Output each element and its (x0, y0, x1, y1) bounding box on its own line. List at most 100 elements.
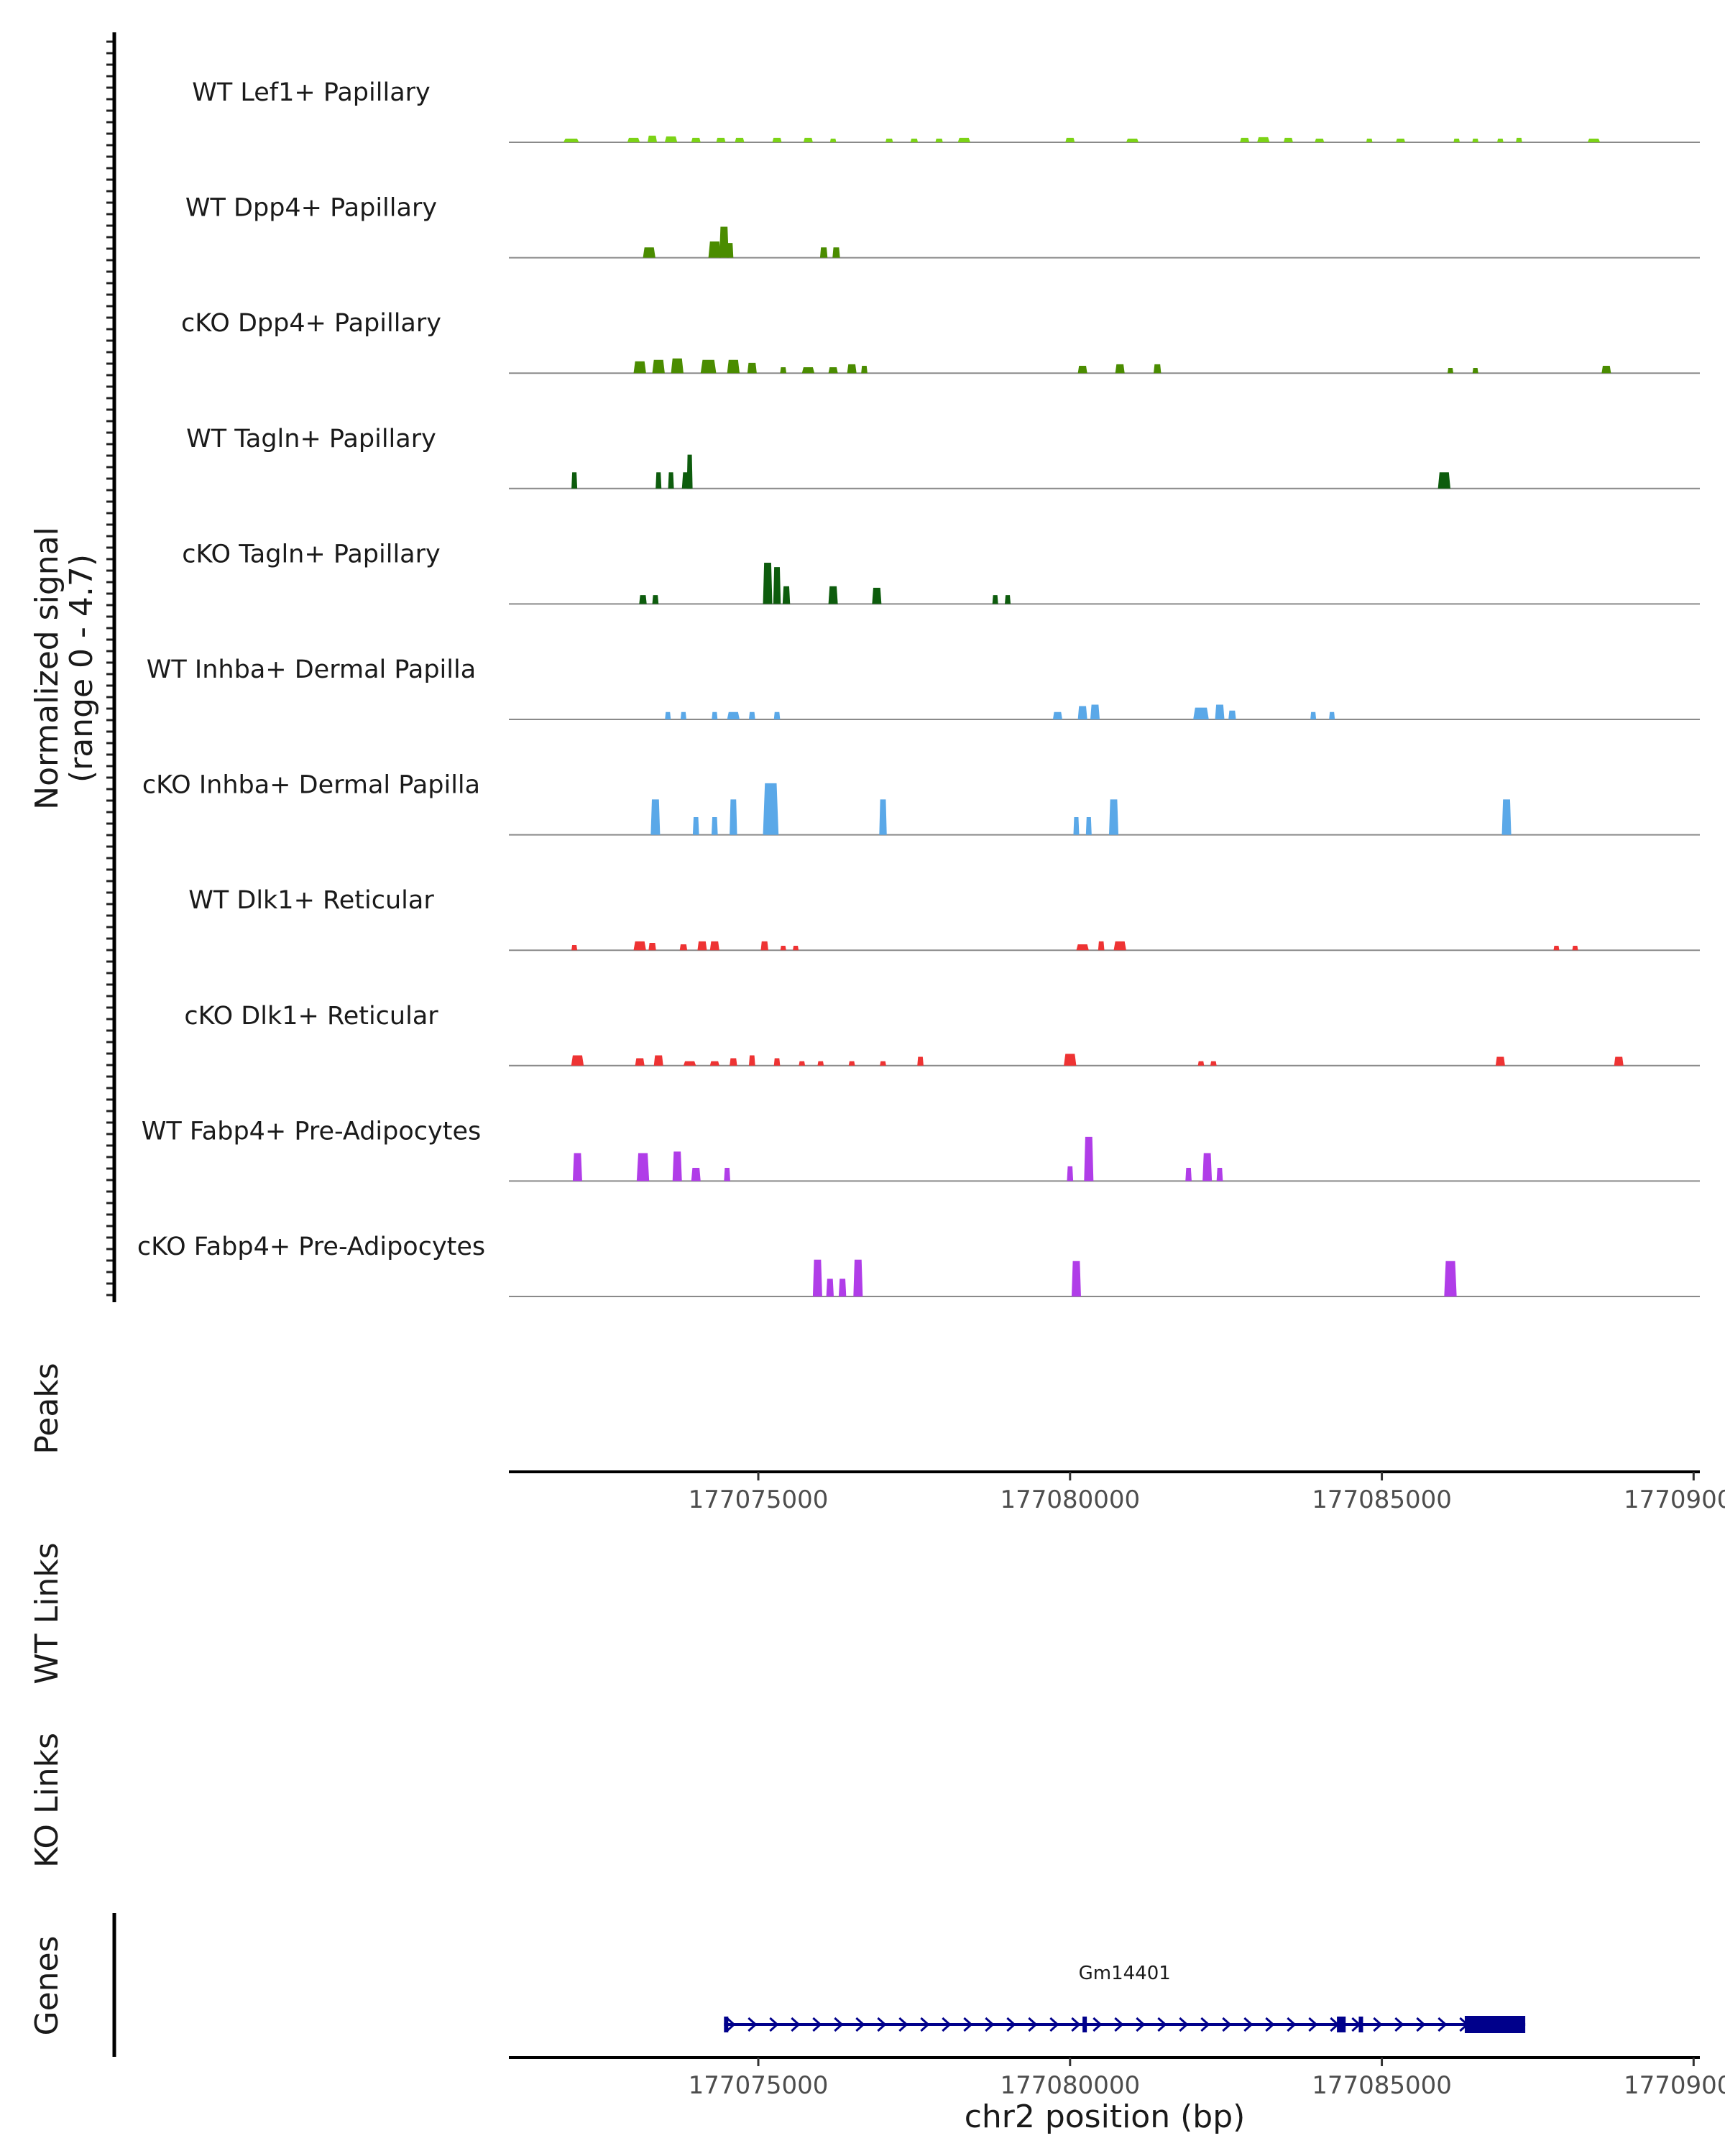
signal-peak (656, 472, 662, 489)
strand-arrow-icon (942, 2017, 952, 2032)
signal-peak (664, 136, 678, 142)
strand-arrow-icon (1028, 2017, 1038, 2032)
signal-peak (572, 1153, 582, 1181)
strand-arrow-icon (855, 2017, 865, 2032)
signal-peak (828, 367, 838, 374)
track-2: cKO Dpp4+ Papillary (181, 309, 1700, 374)
signal-peak (780, 946, 786, 951)
signal-peak (636, 1153, 650, 1181)
wt-links-label: WT Links (29, 1542, 65, 1684)
strand-arrow-icon (1394, 2017, 1404, 2032)
signal-peak (652, 595, 659, 604)
signal-peak (1077, 706, 1087, 719)
signal-peak (1447, 368, 1453, 374)
signal-peak (712, 711, 718, 719)
signal-peak (1315, 138, 1325, 142)
signal-peak (1115, 364, 1125, 374)
signal-peak (571, 945, 578, 951)
strand-arrow-icon (1157, 2017, 1167, 2032)
signal-peak (711, 817, 718, 835)
strand-arrow-icon (791, 2017, 801, 2032)
signal-peak (780, 367, 787, 374)
track-label: cKO Inhba+ Dermal Papilla (142, 771, 480, 800)
signal-peak (1438, 472, 1450, 489)
signal-peak (1329, 711, 1335, 719)
y-axis-title-line1: Normalized signal (29, 527, 65, 810)
signal-peak (1366, 138, 1373, 142)
signal-peak (672, 1151, 682, 1181)
strand-arrow-icon (1136, 2017, 1146, 2032)
strand-arrow-icon (1179, 2017, 1189, 2032)
signal-peak (1240, 137, 1250, 142)
signal-peak (727, 359, 740, 374)
signal-peak (847, 364, 857, 374)
gene-exon (1082, 2017, 1087, 2032)
signal-peak (1202, 1153, 1213, 1181)
x-tick-label: 177090000 (1624, 1485, 1725, 1514)
signal-peak (1257, 137, 1270, 142)
signal-peak (650, 799, 661, 835)
signal-peak (727, 243, 734, 258)
track-6: cKO Inhba+ Dermal Papilla (142, 771, 1700, 836)
signal-peak (735, 137, 745, 142)
x-tick-label: 177090000 (1624, 2071, 1725, 2100)
signal-peak (801, 367, 815, 374)
strand-arrow-icon (769, 2017, 779, 2032)
signal-peak (1453, 138, 1460, 142)
signal-peak (639, 595, 647, 604)
signal-peak (1071, 1261, 1081, 1296)
strand-arrow-icon (877, 2017, 887, 2032)
signal-peak (708, 241, 721, 258)
genes-label: Genes (29, 1935, 65, 2035)
signal-peak (917, 1056, 924, 1066)
signal-peak (772, 137, 782, 142)
gene-exon (1358, 2017, 1363, 2032)
strand-arrow-icon (726, 2017, 736, 2032)
signal-peak (1396, 138, 1406, 142)
coverage-tracks: WT Lef1+ Papillary WT Dpp4+ Papillary cKO … (137, 78, 1700, 1297)
signal-peak (648, 942, 656, 951)
signal-peak (1444, 1261, 1457, 1296)
track-4: cKO Tagln+ Papillary (182, 540, 1700, 605)
signal-peak (724, 1167, 730, 1181)
x-axis-ticks-top: 177075000 177080000 177085000 177090000 (689, 1472, 1725, 1514)
x-tick-label: 177080000 (1000, 2071, 1140, 2100)
signal-peak (700, 359, 717, 374)
signal-peak (1216, 1167, 1223, 1181)
signal-peak (692, 817, 699, 835)
strand-arrow-icon (1438, 2017, 1448, 2032)
signal-peak (1516, 137, 1522, 142)
signal-peak (1228, 710, 1236, 719)
signal-peak (1085, 817, 1092, 835)
track-1: WT Dpp4+ Papillary (185, 194, 1700, 259)
strand-arrow-icon (748, 2017, 758, 2032)
signal-peak (652, 359, 665, 374)
strand-arrow-icon (1049, 2017, 1059, 2032)
signal-peak (1572, 946, 1578, 951)
signal-peak (1197, 1061, 1205, 1066)
gene-exon (1464, 2016, 1526, 2033)
signal-peak (571, 1055, 584, 1066)
strand-arrow-icon (1287, 2017, 1297, 2032)
signal-peak (957, 137, 970, 142)
signal-peak (1614, 1056, 1624, 1066)
strand-arrow-icon (985, 2017, 995, 2032)
signal-peak (719, 226, 729, 258)
signal-peak (749, 1055, 755, 1066)
signal-peak (1185, 1167, 1192, 1181)
signal-peak (683, 1061, 696, 1066)
signal-peak (1052, 711, 1062, 719)
strand-arrow-icon (834, 2017, 844, 2032)
gene-track: Gm14401 (724, 1963, 1526, 2033)
strand-arrow-icon (1092, 2017, 1103, 2032)
signal-peak (1501, 799, 1512, 835)
signal-peak (697, 941, 707, 951)
signal-peak (879, 799, 887, 835)
signal-peak (828, 586, 838, 604)
signal-peak (691, 1167, 701, 1181)
signal-peak (799, 1061, 806, 1066)
signal-peak (782, 586, 791, 604)
track-7: WT Dlk1+ Reticular (188, 886, 1700, 952)
signal-peak (680, 711, 686, 719)
